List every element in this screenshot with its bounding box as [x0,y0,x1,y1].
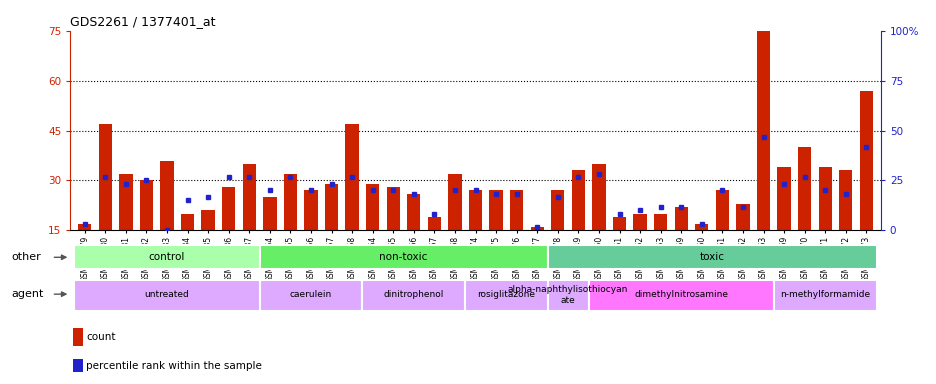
Bar [674,207,687,280]
Bar [571,170,584,280]
Bar [633,214,646,280]
Text: GDS2261 / 1377401_at: GDS2261 / 1377401_at [70,15,215,28]
Bar [284,174,297,280]
Text: non-toxic: non-toxic [379,252,427,262]
Text: n-methylformamide: n-methylformamide [780,290,870,300]
Bar [201,210,214,280]
Bar [181,214,194,280]
Bar [468,190,482,280]
Bar [78,224,92,280]
Bar [653,214,666,280]
Bar [160,161,173,280]
Text: control: control [149,252,185,262]
Bar [222,187,235,280]
Bar [304,190,317,280]
Bar [509,190,523,280]
Bar [550,190,563,280]
Bar [489,190,503,280]
Bar [592,164,605,280]
Bar [387,187,400,280]
FancyBboxPatch shape [74,245,259,270]
Text: alpha-naphthylisothiocyan
ate: alpha-naphthylisothiocyan ate [507,285,628,305]
Bar [530,227,543,280]
Text: dimethylnitrosamine: dimethylnitrosamine [634,290,727,300]
Bar [612,217,625,280]
FancyBboxPatch shape [465,280,547,311]
Bar [345,124,358,280]
Bar [715,190,728,280]
Text: agent: agent [11,289,44,299]
Bar [242,164,256,280]
Bar [119,174,132,280]
Bar [736,204,749,280]
FancyBboxPatch shape [362,280,465,311]
Text: percentile rank within the sample: percentile rank within the sample [86,361,262,371]
Bar [98,124,111,280]
Bar [139,180,153,280]
Text: caerulein: caerulein [289,290,331,300]
FancyBboxPatch shape [74,280,259,311]
Text: other: other [11,252,41,262]
Bar [325,184,338,280]
Bar [797,147,811,280]
FancyBboxPatch shape [773,280,876,311]
Bar [407,194,420,280]
Bar [366,184,379,280]
Bar [447,174,461,280]
Text: toxic: toxic [699,252,724,262]
Bar [858,91,872,280]
Bar [263,197,276,280]
Bar [818,167,831,280]
FancyBboxPatch shape [547,245,876,270]
Bar [427,217,441,280]
Text: untreated: untreated [144,290,189,300]
Bar [839,170,852,280]
Text: count: count [86,332,115,342]
FancyBboxPatch shape [259,280,362,311]
FancyBboxPatch shape [588,280,773,311]
Bar [756,27,769,280]
Bar [777,167,790,280]
Text: dinitrophenol: dinitrophenol [383,290,444,300]
Bar [695,224,708,280]
FancyBboxPatch shape [547,280,588,311]
FancyBboxPatch shape [259,245,547,270]
Text: rosiglitazone: rosiglitazone [476,290,534,300]
